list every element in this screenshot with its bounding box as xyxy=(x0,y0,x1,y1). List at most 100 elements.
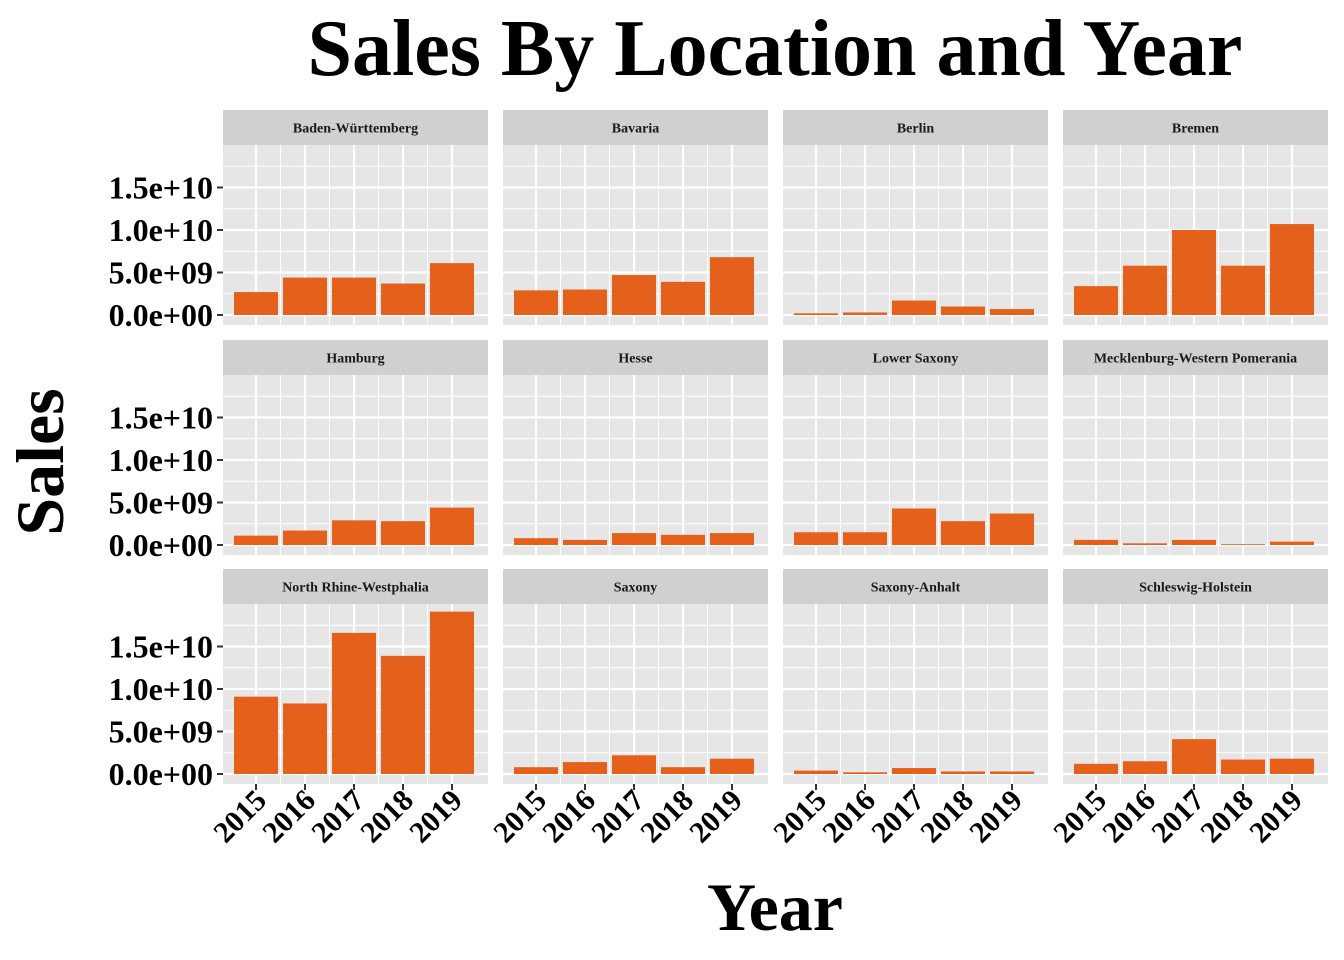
strip-background xyxy=(783,569,1048,604)
bar xyxy=(1074,539,1118,545)
strip-label: Bavaria xyxy=(612,122,659,137)
bar xyxy=(1270,758,1314,774)
x-tick-label: 2017 xyxy=(865,784,931,850)
bar xyxy=(563,539,607,545)
bar xyxy=(1270,224,1314,315)
y-tick-label: 1.5e+10 xyxy=(109,400,213,436)
x-tick-label: 2018 xyxy=(1194,784,1260,850)
bar xyxy=(430,263,474,315)
bar xyxy=(283,703,327,774)
strip-background xyxy=(783,110,1048,145)
x-tick-label: 2015 xyxy=(767,784,833,850)
bar xyxy=(1221,544,1265,545)
bar xyxy=(612,755,656,774)
bar xyxy=(1123,543,1167,545)
y-tick-label: 1.5e+10 xyxy=(109,629,213,665)
y-tick-label: 0.0e+00 xyxy=(109,297,213,333)
bar xyxy=(1221,265,1265,315)
bar xyxy=(990,309,1034,315)
bar xyxy=(794,313,838,315)
panel-background xyxy=(503,604,768,784)
bar xyxy=(1123,761,1167,774)
strip-label: Hesse xyxy=(618,352,652,367)
x-tick-label: 2018 xyxy=(634,784,700,850)
bar xyxy=(710,533,754,545)
bar xyxy=(1123,265,1167,315)
bar xyxy=(283,530,327,545)
bar xyxy=(661,767,705,774)
bar xyxy=(1221,759,1265,774)
x-tick-label: 2016 xyxy=(816,784,882,850)
strip-label: Baden-Württemberg xyxy=(293,122,418,137)
bar xyxy=(941,771,985,774)
strip-background xyxy=(503,110,768,145)
y-tick-label: 0.0e+00 xyxy=(109,756,213,792)
x-tick-label: 2019 xyxy=(683,784,749,850)
bar xyxy=(1172,739,1216,774)
bar xyxy=(941,306,985,315)
bar xyxy=(710,758,754,774)
bar xyxy=(612,533,656,545)
strip-label: North Rhine-Westphalia xyxy=(282,581,429,596)
strip-background xyxy=(503,340,768,375)
facet-panel: Berlin xyxy=(783,110,1048,325)
panel-background xyxy=(783,145,1048,325)
bar xyxy=(794,770,838,774)
facet-panel: Hamburg 0.0e+00 5.0e+09 1.0e+10 1.5e+10 xyxy=(109,340,488,563)
bar xyxy=(514,290,558,315)
bar xyxy=(1172,539,1216,545)
x-tick-label: 2015 xyxy=(487,784,553,850)
bar xyxy=(430,507,474,545)
bar xyxy=(514,767,558,774)
facet-panels: Baden-Württemberg 0.0e+00 5.0e+09 1.0e+10 1.… xyxy=(109,110,1328,849)
strip-background xyxy=(223,569,488,604)
x-tick-label: 2016 xyxy=(536,784,602,850)
strip-label: Saxony-Anhalt xyxy=(871,581,961,596)
bar xyxy=(990,771,1034,774)
panel-background xyxy=(1063,375,1328,555)
bar xyxy=(892,300,936,315)
x-tick-label: 2017 xyxy=(1145,784,1211,850)
y-tick-label: 1.0e+10 xyxy=(109,442,213,478)
facet-panel: Lower Saxony xyxy=(783,340,1048,555)
bar xyxy=(661,534,705,545)
bar xyxy=(794,532,838,545)
y-tick-label: 5.0e+09 xyxy=(109,714,213,750)
bar xyxy=(843,312,887,315)
strip-background xyxy=(1063,110,1328,145)
bar xyxy=(941,521,985,545)
bar xyxy=(234,292,278,315)
bar xyxy=(1270,541,1314,545)
facet-panel: North Rhine-Westphalia 0.0e+00 5.0e+09 1.0e… xyxy=(109,569,488,849)
facet-panel: Bavaria xyxy=(503,110,768,325)
y-tick-label: 1.5e+10 xyxy=(109,170,213,206)
strip-background xyxy=(783,340,1048,375)
bar xyxy=(563,289,607,315)
x-axis-title: Year xyxy=(707,869,843,945)
bar xyxy=(612,275,656,315)
panel-background xyxy=(783,604,1048,784)
x-tick-label: 2019 xyxy=(403,784,469,850)
x-tick-label: 2015 xyxy=(207,784,273,850)
strip-background xyxy=(223,340,488,375)
strip-label: Berlin xyxy=(897,122,935,137)
panel-background xyxy=(503,375,768,555)
bar xyxy=(234,696,278,774)
strip-label: Mecklenburg-Western Pomerania xyxy=(1094,352,1297,367)
strip-label: Hamburg xyxy=(326,352,384,367)
bar xyxy=(990,513,1034,545)
bar xyxy=(892,768,936,774)
chart-title: Sales By Location and Year xyxy=(308,5,1243,93)
strip-label: Bremen xyxy=(1172,122,1219,137)
x-tick-label: 2018 xyxy=(354,784,420,850)
x-tick-label: 2019 xyxy=(1243,784,1309,850)
y-tick-label: 1.0e+10 xyxy=(109,212,213,248)
y-tick-label: 5.0e+09 xyxy=(109,255,213,291)
strip-label: Lower Saxony xyxy=(873,352,959,367)
x-tick-label: 2015 xyxy=(1047,784,1113,850)
bar xyxy=(843,532,887,545)
bar xyxy=(563,762,607,774)
